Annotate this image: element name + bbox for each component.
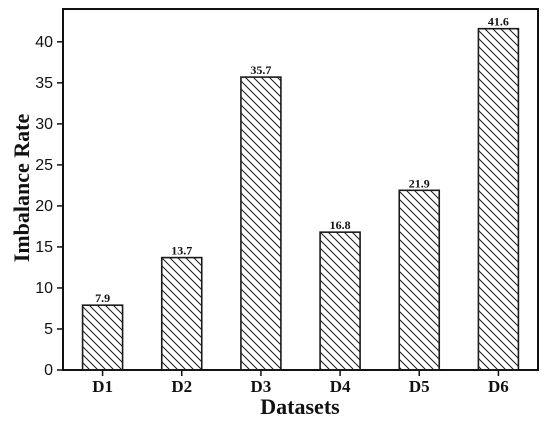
plot-border — [62, 8, 539, 371]
data-label-d2: 13.7 — [171, 244, 192, 258]
y-tick-label: 0 — [44, 362, 53, 379]
bar-d6 — [477, 27, 520, 371]
x-tick-label-d4: D4 — [330, 377, 351, 396]
data-labels-group: 7.9 13.7 35.7 16.8 21.9 41.6 — [95, 15, 509, 305]
y-tick-label: 20 — [35, 198, 53, 215]
y-tick-label: 5 — [44, 321, 53, 338]
data-label-d6: 41.6 — [488, 15, 509, 29]
bar-d4 — [319, 231, 361, 371]
bar-d5 — [398, 189, 441, 371]
y-tick-label: 25 — [35, 157, 53, 174]
bar-d3 — [240, 76, 282, 371]
x-tick-label-d1: D1 — [92, 377, 113, 396]
y-tick-label: 10 — [35, 280, 53, 297]
y-tick-label: 30 — [35, 116, 53, 133]
x-tick-label-d5: D5 — [409, 377, 430, 396]
y-axis-title: Imbalance Rate — [9, 114, 34, 263]
data-label-d1: 7.9 — [95, 291, 110, 305]
x-axis-title: Datasets — [260, 394, 340, 419]
x-tick-label-d3: D3 — [251, 377, 272, 396]
bars-group — [81, 27, 520, 371]
data-label-d5: 21.9 — [409, 176, 430, 190]
y-tick-label: 40 — [35, 34, 53, 51]
x-tick-label-d6: D6 — [488, 377, 509, 396]
y-tick-label: 35 — [35, 75, 53, 92]
y-tick-label: 15 — [35, 239, 53, 256]
data-label-d3: 35.7 — [250, 63, 271, 77]
bar-d1 — [81, 304, 124, 371]
x-axis-ticks: D1 D2 D3 D4 D5 D6 — [92, 370, 509, 396]
x-tick-label-d2: D2 — [171, 377, 192, 396]
bar-d2 — [160, 256, 203, 371]
y-axis-ticks: 0 5 10 15 20 25 30 35 40 — [35, 34, 63, 379]
data-label-d4: 16.8 — [330, 218, 351, 232]
plot-frame — [62, 8, 539, 371]
